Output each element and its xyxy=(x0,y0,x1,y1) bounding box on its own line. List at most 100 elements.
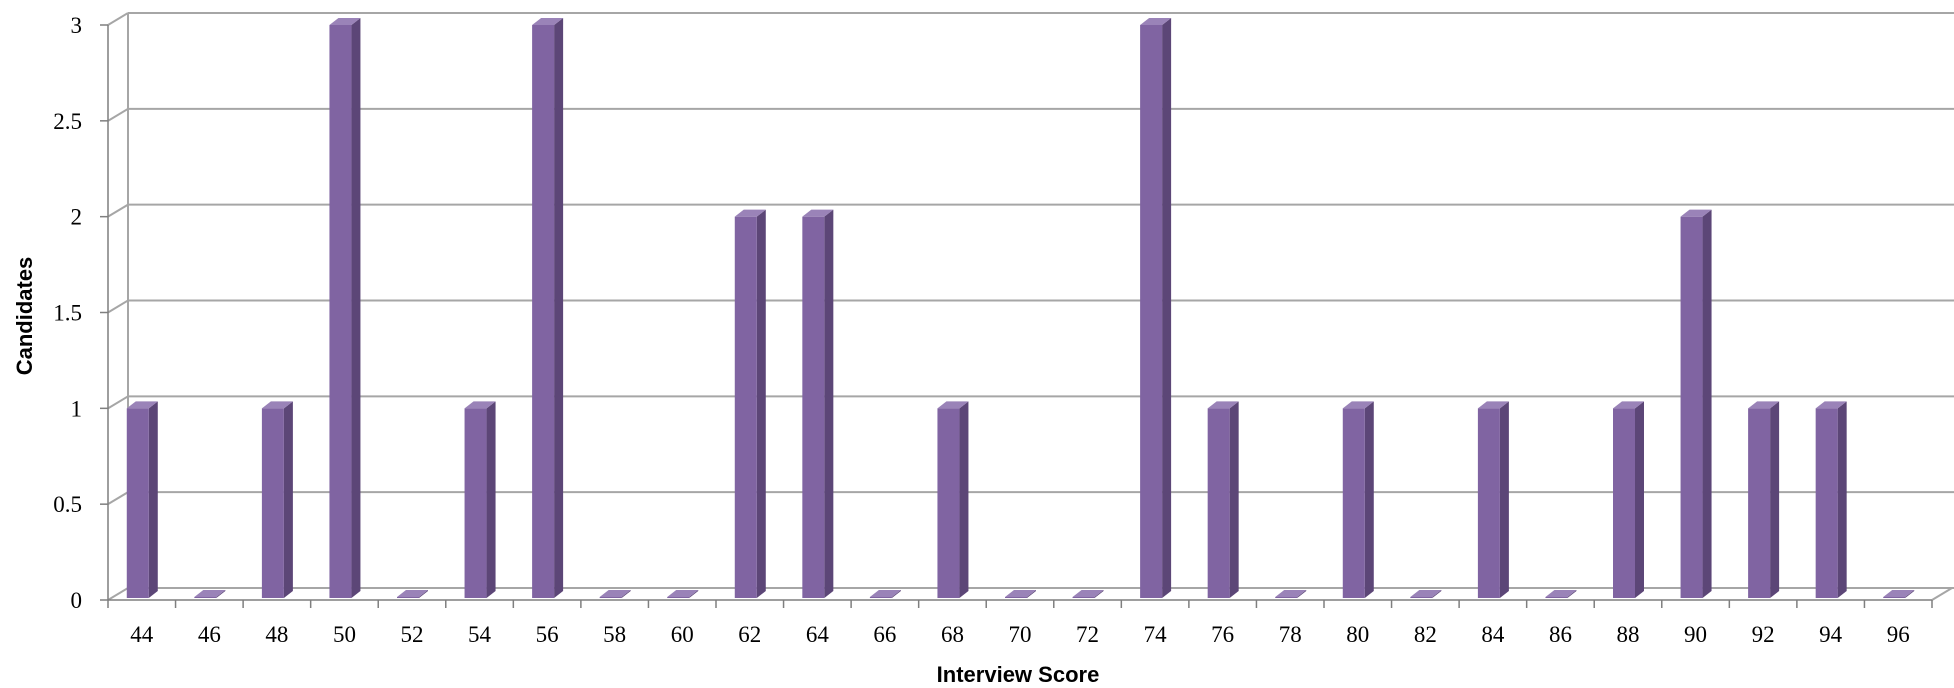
bar-front xyxy=(126,408,149,598)
bar-top xyxy=(599,590,631,597)
bar-side xyxy=(216,590,226,598)
bar-front xyxy=(1613,408,1635,598)
x-tick-label: 44 xyxy=(130,622,154,647)
bar-side xyxy=(1567,590,1577,598)
x-tick-label: 62 xyxy=(738,622,761,647)
bar xyxy=(1613,401,1644,598)
bar-top xyxy=(1680,209,1712,217)
bar-top xyxy=(1477,401,1509,409)
floor-right-edge xyxy=(1931,587,1953,601)
bar-front xyxy=(397,597,419,598)
bar-side xyxy=(1364,401,1374,598)
bar-front xyxy=(1342,408,1365,598)
bar-top xyxy=(1342,401,1374,409)
axes xyxy=(100,13,1953,608)
bar xyxy=(667,590,699,598)
bar-top xyxy=(261,401,293,409)
bar-side xyxy=(486,401,496,598)
y-tick-label: 1 xyxy=(71,396,83,421)
bar-side xyxy=(148,401,158,598)
bar xyxy=(1207,401,1239,598)
bar-front xyxy=(734,216,757,598)
x-tick-label: 60 xyxy=(671,622,694,647)
bar-top xyxy=(734,209,766,217)
bar-front xyxy=(802,216,825,598)
bar xyxy=(532,18,564,598)
bar-top xyxy=(937,401,969,409)
bar-front xyxy=(667,597,690,598)
bar xyxy=(1342,401,1374,598)
bar-top xyxy=(1410,590,1442,597)
bar-front xyxy=(1883,597,1906,598)
bar-front xyxy=(937,408,960,598)
bar-side xyxy=(1499,401,1509,598)
bar xyxy=(734,209,766,598)
bar xyxy=(937,401,969,598)
bar xyxy=(869,590,901,598)
bar-top xyxy=(126,401,158,409)
bar xyxy=(1072,590,1104,598)
x-tick-label: 46 xyxy=(198,622,221,647)
bar xyxy=(261,401,293,598)
x-tick-label: 70 xyxy=(1009,622,1032,647)
x-tick-label: 54 xyxy=(468,622,492,647)
bar-top xyxy=(1613,401,1644,409)
bar xyxy=(464,401,496,598)
bar-top xyxy=(1072,590,1104,597)
bar-front xyxy=(1072,597,1095,598)
bar-top xyxy=(802,209,834,217)
bar-side xyxy=(756,209,766,598)
x-tick-label: 48 xyxy=(265,622,288,647)
bar xyxy=(1410,590,1442,598)
bar-side xyxy=(419,590,428,598)
bar-side xyxy=(283,401,293,598)
x-tick-label: 76 xyxy=(1211,622,1234,647)
bar-front xyxy=(1207,408,1230,598)
bar-side xyxy=(1770,401,1780,598)
bar-front xyxy=(194,597,217,598)
y-tick-labels: 0 0.5 1 1.5 2 2.5 3 xyxy=(53,13,82,613)
bar-front xyxy=(1680,216,1703,598)
bar-side xyxy=(1162,18,1172,598)
bar-side xyxy=(1027,590,1036,598)
x-tick-label: 58 xyxy=(603,622,626,647)
bar-top xyxy=(1275,590,1307,597)
bar-top xyxy=(1883,590,1915,597)
bar xyxy=(1883,590,1915,598)
bar xyxy=(599,590,631,598)
y-axis-title: Candidates xyxy=(12,257,37,376)
bar-front xyxy=(464,408,487,598)
bar-top xyxy=(1005,590,1036,597)
bar-side xyxy=(621,590,631,598)
gridline-depth xyxy=(107,12,129,26)
bar-side xyxy=(891,590,901,598)
bar-side xyxy=(824,209,834,598)
bars xyxy=(126,18,1915,598)
bar xyxy=(194,590,226,598)
bar-top xyxy=(1815,401,1847,409)
x-tick-label: 90 xyxy=(1684,622,1707,647)
bar-top xyxy=(1207,401,1239,409)
x-axis-title: Interview Score xyxy=(937,662,1100,687)
bar-top xyxy=(1545,590,1577,597)
bar xyxy=(1275,590,1307,598)
bar-front xyxy=(1477,408,1500,598)
x-tick-label: 96 xyxy=(1887,622,1910,647)
bar xyxy=(1005,590,1036,598)
x-tick-label: 78 xyxy=(1279,622,1302,647)
bar-side xyxy=(1837,401,1847,598)
bar-front xyxy=(1815,408,1838,598)
bar xyxy=(1477,401,1509,598)
y-tick-label: 2.5 xyxy=(53,109,82,134)
bar-side xyxy=(1094,590,1104,598)
bar-side xyxy=(959,401,969,598)
x-tick-label: 68 xyxy=(941,622,964,647)
bar xyxy=(1680,209,1712,598)
x-tick-labels: 44 46 48 50 52 54 56 58 60 62 64 66 68 70 72 74 76 78 80 82… xyxy=(130,622,1909,647)
bar-front xyxy=(1545,597,1568,598)
x-tick-label: 72 xyxy=(1076,622,1099,647)
bar xyxy=(1748,401,1780,598)
gridline-depth xyxy=(107,299,129,314)
bar-top xyxy=(1140,18,1172,25)
